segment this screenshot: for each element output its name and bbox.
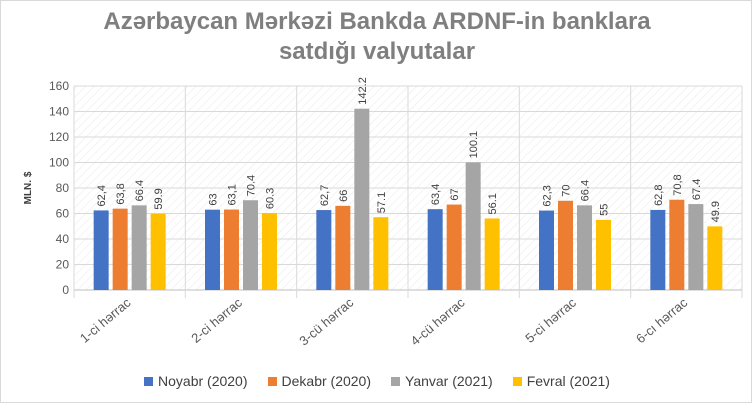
data-label: 100.1 [468, 131, 480, 159]
bar [650, 209, 666, 290]
x-tick-label: 3-cü hərrac [296, 294, 356, 348]
legend-swatch [512, 376, 522, 386]
y-tick-label: 140 [49, 105, 69, 119]
bar [316, 210, 332, 290]
data-label: 55 [599, 204, 611, 216]
data-label: 49.9 [710, 201, 722, 222]
data-label: 70 [561, 185, 573, 197]
bar [484, 218, 500, 290]
y-axis-label: MLN. $ [23, 171, 34, 204]
data-label: 62,4 [96, 185, 108, 206]
data-label: 59.9 [153, 188, 165, 209]
bar [558, 200, 573, 290]
y-tick-label: 100 [49, 156, 69, 170]
chart-title: Azərbaycan Mərkəzi Bankda ARDNF-in bankl… [1, 7, 752, 67]
x-tick-label: 2-ci hərrac [188, 294, 245, 345]
legend-item: Fevral (2021) [512, 373, 610, 389]
bar [112, 208, 128, 290]
bar [669, 199, 685, 290]
bar [205, 209, 220, 290]
data-label: 67.4 [691, 179, 703, 200]
data-label: 70.4 [246, 175, 258, 196]
data-label: 63,1 [227, 184, 239, 205]
y-tick-label: 60 [56, 207, 70, 221]
bar [688, 204, 704, 290]
bar [224, 209, 239, 290]
bar [243, 200, 258, 290]
data-label: 67 [449, 188, 461, 200]
legend-label: Yanvar (2021) [405, 373, 493, 389]
bar [465, 162, 481, 290]
data-label: 66.4 [580, 180, 592, 201]
y-tick-label: 120 [49, 130, 69, 144]
y-tick-label: 20 [56, 258, 70, 272]
data-label: 63 [208, 193, 220, 205]
bar [427, 209, 443, 290]
bar [446, 204, 462, 290]
x-tick-label: 4-cü hərrac [408, 294, 468, 348]
x-tick-label: 5-ci hərrac [522, 294, 579, 345]
data-label: 57.1 [376, 192, 388, 213]
bar [131, 205, 147, 290]
bar [596, 219, 611, 290]
legend-item: Noyabr (2020) [144, 373, 248, 389]
y-tick-label: 40 [56, 232, 70, 246]
data-label: 56.1 [487, 193, 499, 214]
bar [262, 213, 277, 290]
bar [93, 210, 109, 290]
data-label: 70,8 [672, 174, 684, 195]
y-tick-label: 0 [62, 283, 69, 297]
data-label: 63,8 [115, 183, 127, 204]
data-label: 142.2 [357, 77, 369, 105]
bar [335, 205, 351, 290]
legend-swatch [267, 376, 277, 386]
data-label: 62,8 [653, 185, 665, 206]
legend-swatch [391, 376, 401, 386]
bar [577, 205, 592, 290]
y-tick-label: 80 [56, 181, 70, 195]
bar [707, 226, 723, 290]
y-tick-label: 160 [49, 79, 69, 93]
legend-label: Dekabr (2020) [281, 373, 372, 389]
bar [539, 210, 554, 290]
x-tick-label: 6-cı hərrac [633, 294, 691, 346]
data-label: 63,4 [430, 184, 442, 205]
data-label: 60.3 [265, 188, 277, 209]
chart-title-line-2: satdığı valyutalar [278, 38, 476, 65]
data-label: 66 [338, 190, 350, 202]
data-label: 66.4 [134, 180, 146, 201]
legend-swatch [144, 376, 154, 386]
legend-label: Noyabr (2020) [158, 373, 248, 389]
x-tick-label: 1-ci hərrac [77, 294, 134, 345]
chart-legend: Noyabr (2020) Dekabr (2020) Yanvar (2021) F… [1, 373, 752, 389]
legend-label: Fevral (2021) [526, 373, 610, 389]
bar [354, 108, 370, 290]
legend-item: Dekabr (2020) [267, 373, 372, 389]
legend-item: Yanvar (2021) [391, 373, 493, 389]
data-label: 62,3 [542, 185, 554, 206]
data-label: 62,7 [319, 185, 331, 206]
bar [373, 217, 389, 290]
chart-title-line-1: Azərbaycan Mərkəzi Bankda ARDNF-in bankl… [103, 8, 651, 35]
bar [150, 213, 166, 290]
